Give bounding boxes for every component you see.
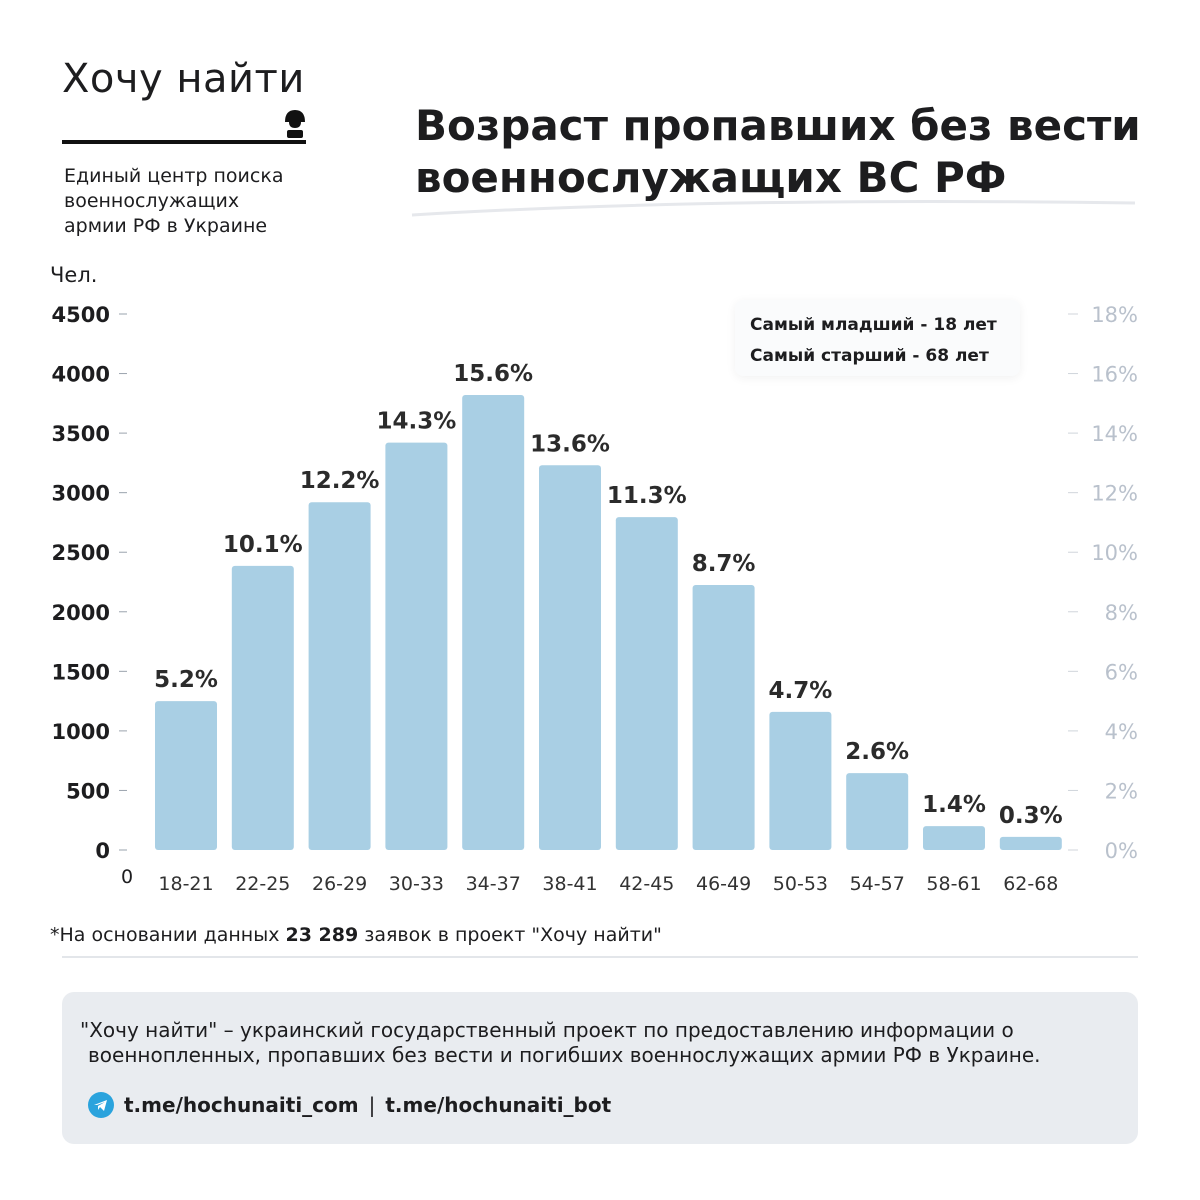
y-tick-label: 4000 xyxy=(52,363,110,387)
y2-tick-label: 14% xyxy=(1091,422,1138,446)
links-row: t.me/hochunaiti_com | t.me/hochunaiti_bo… xyxy=(88,1092,611,1118)
bar-34-37 xyxy=(462,394,525,850)
y-tick-label: 3500 xyxy=(52,422,110,446)
y-tick-label: 4500 xyxy=(52,303,110,327)
y-axis-label: Чел. xyxy=(50,263,98,287)
age-range-note: Самый младший - 18 лет Самый старший - 6… xyxy=(735,300,1020,376)
info-box: "Хочу найти" – украинский государственны… xyxy=(62,992,1138,1144)
x-tick-label: 42-45 xyxy=(619,873,674,895)
bar-46-49 xyxy=(692,584,755,850)
bar-54-57 xyxy=(846,773,909,850)
telegram-channel-link[interactable]: t.me/hochunaiti_com xyxy=(124,1093,359,1117)
info-text: "Хочу найти" – украинский государственны… xyxy=(80,1018,1130,1068)
data-label: 14.3% xyxy=(377,409,457,435)
data-label: 8.7% xyxy=(692,551,756,577)
x-tick-label: 38-41 xyxy=(542,873,597,895)
footnote-suffix: заявок в проект "Хочу найти" xyxy=(358,924,662,946)
bar-26-29 xyxy=(308,502,371,850)
footnote: *На основании данных 23 289 заявок в про… xyxy=(50,924,662,946)
bar-22-25 xyxy=(231,565,294,850)
y-tick-label: 2000 xyxy=(52,601,110,625)
soldier-helmet-icon xyxy=(285,110,305,138)
y-tick-label: 500 xyxy=(66,779,110,803)
y2-tick-label: 4% xyxy=(1105,720,1138,744)
brand-subtitle-line: армии РФ в Украине xyxy=(64,215,268,237)
data-label: 11.3% xyxy=(607,483,687,509)
data-label: 4.7% xyxy=(769,678,833,704)
oldest-note: Самый старший - 68 лет xyxy=(750,346,989,366)
x-tick-label: 50-53 xyxy=(773,873,828,895)
x-tick-label: 58-61 xyxy=(926,873,981,895)
y2-tick-label: 0% xyxy=(1105,839,1138,863)
bar-38-41 xyxy=(539,465,601,850)
bar-18-21 xyxy=(155,701,217,850)
y2-tick-label: 2% xyxy=(1105,779,1138,803)
link-divider: | xyxy=(368,1093,376,1117)
bar-chart: 0 0% 500 2% 1000 4% 1500 6% 2000 8% 2500 10% 3000 12%… xyxy=(52,303,1138,895)
brand-subtitle-line: военнослужащих xyxy=(64,190,240,212)
data-label: 10.1% xyxy=(223,532,303,558)
x-tick-label: 54-57 xyxy=(850,873,905,895)
data-label: 2.6% xyxy=(845,739,909,765)
y2-tick-label: 6% xyxy=(1105,660,1138,684)
bar-50-53 xyxy=(769,711,832,850)
brand-underline xyxy=(62,140,306,144)
brand-title: Хочу найти xyxy=(62,56,305,102)
brand-subtitle-line: Единый центр поиска xyxy=(64,165,284,187)
x-origin-label: 0 xyxy=(121,866,133,888)
data-label: 1.4% xyxy=(922,792,986,818)
chart-title-line: военнослужащих ВС РФ xyxy=(415,153,1007,202)
footnote-prefix: *На основании данных xyxy=(50,924,286,946)
y-tick-label: 0 xyxy=(95,839,110,863)
youngest-note: Самый младший - 18 лет xyxy=(750,315,997,335)
telegram-icon xyxy=(88,1092,114,1118)
data-label: 0.3% xyxy=(999,803,1063,829)
bar-58-61 xyxy=(923,826,985,850)
bar-30-33 xyxy=(385,442,448,850)
telegram-bot-link[interactable]: t.me/hochunaiti_bot xyxy=(385,1093,612,1117)
bar-62-68 xyxy=(999,836,1062,850)
brand-subtitle: Единый центр поиска военнослужащих армии… xyxy=(64,164,334,239)
data-label: 5.2% xyxy=(154,667,218,693)
data-label: 15.6% xyxy=(453,361,533,387)
divider xyxy=(62,956,1138,958)
y2-tick-label: 8% xyxy=(1105,601,1138,625)
y2-tick-label: 18% xyxy=(1091,303,1138,327)
y2-tick-label: 10% xyxy=(1091,541,1138,565)
data-label: 12.2% xyxy=(300,468,380,494)
x-tick-label: 22-25 xyxy=(235,873,290,895)
data-label: 13.6% xyxy=(530,431,610,457)
y2-tick-label: 16% xyxy=(1091,363,1138,387)
title-swoosh-decoration xyxy=(411,200,1136,217)
bar-42-45 xyxy=(615,517,678,850)
chart-title: Возраст пропавших без вести военнослужащ… xyxy=(415,100,1175,204)
chart-title-line: Возраст пропавших без вести xyxy=(415,101,1141,150)
x-tick-label: 46-49 xyxy=(696,873,751,895)
info-line: "Хочу найти" – украинский государственны… xyxy=(80,1018,1014,1042)
y-tick-label: 3000 xyxy=(52,482,110,506)
x-tick-label: 18-21 xyxy=(158,873,213,895)
x-tick-label: 62-68 xyxy=(1003,873,1058,895)
y-tick-label: 1000 xyxy=(52,720,110,744)
x-tick-label: 30-33 xyxy=(389,873,444,895)
y-tick-label: 2500 xyxy=(52,541,110,565)
y2-tick-label: 12% xyxy=(1091,482,1138,506)
x-tick-label: 34-37 xyxy=(466,873,521,895)
x-tick-label: 26-29 xyxy=(312,873,367,895)
info-line: военнопленных, пропавших без вести и пог… xyxy=(88,1043,1041,1067)
footnote-count: 23 289 xyxy=(285,924,359,946)
y-tick-label: 1500 xyxy=(52,660,110,684)
